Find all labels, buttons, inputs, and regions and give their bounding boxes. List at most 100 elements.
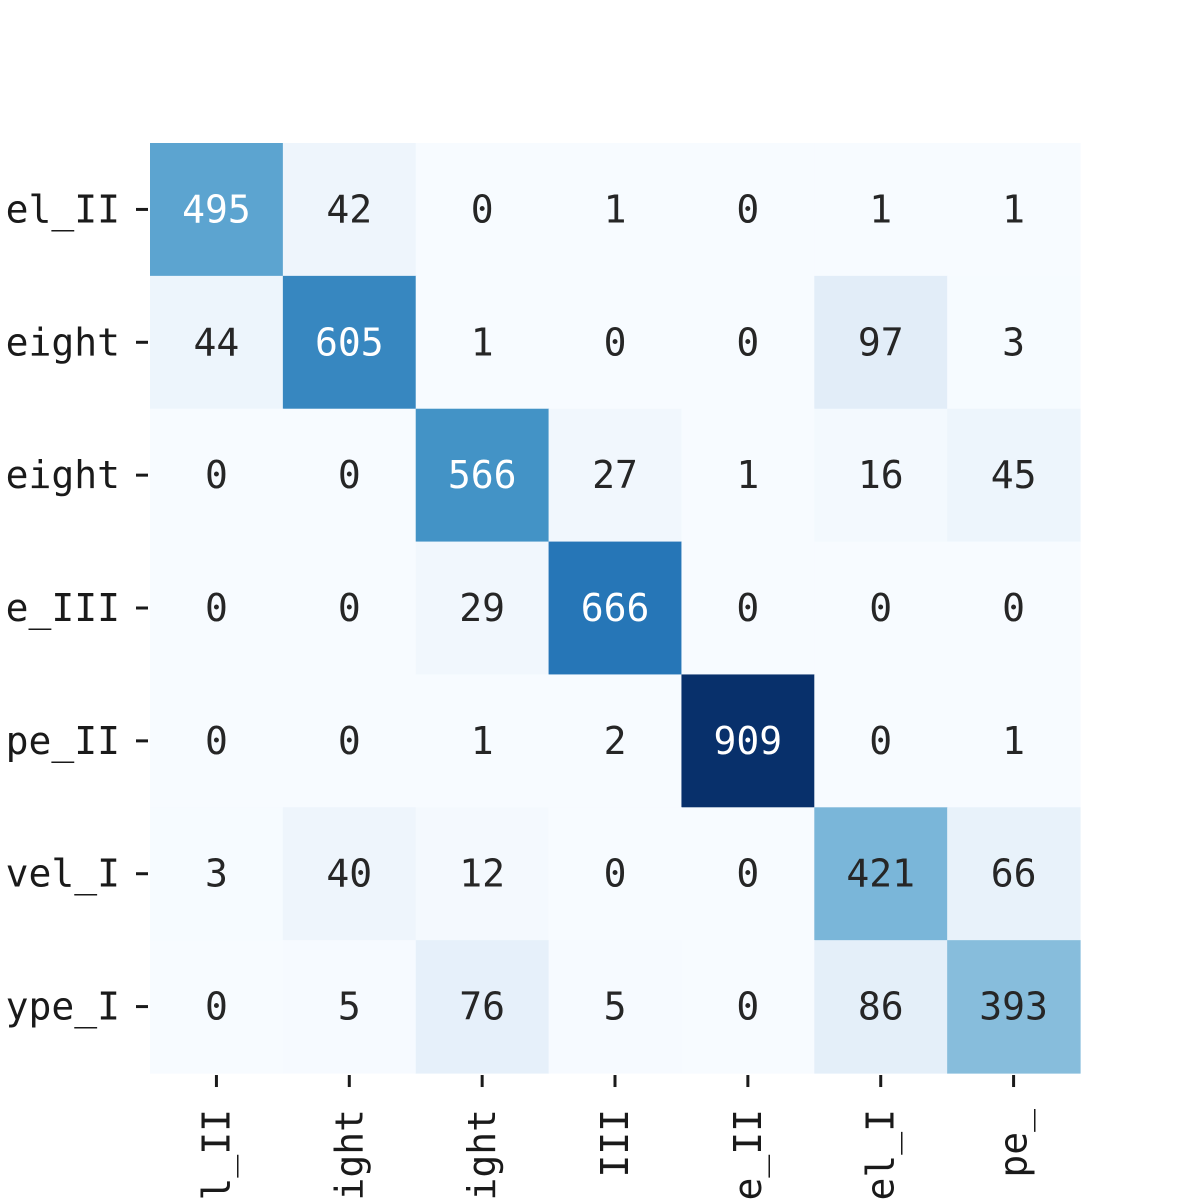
- col-label-4: e_II: [726, 1109, 771, 1200]
- cell-value-r4-c3: 2: [604, 719, 627, 763]
- cell-r1-c6: [947, 275, 1081, 410]
- cell-value-r5-c2: 12: [459, 852, 505, 896]
- cell-value-r5-c6: 66: [991, 852, 1037, 896]
- cell-r1-c4: [681, 275, 815, 410]
- row-label-0: el_II: [6, 187, 120, 232]
- cell-value-r2-c2: 566: [448, 453, 517, 497]
- cell-value-r1-c2: 1: [471, 320, 494, 364]
- cell-value-r6-c2: 76: [459, 985, 505, 1029]
- row-label-1: eight: [6, 320, 120, 364]
- cell-value-r2-c3: 27: [592, 453, 638, 497]
- cell-r5-c3: [548, 807, 683, 941]
- cell-value-r1-c1: 605: [315, 320, 384, 364]
- col-label-6: pe_: [992, 1109, 1037, 1178]
- cell-r4-c2: [415, 674, 550, 808]
- column-axis: l_II ight ight III e_II el_I pe_: [194, 1075, 1037, 1200]
- cell-value-r2-c0: 0: [205, 453, 228, 497]
- cell-r1-c2: [415, 275, 550, 410]
- cell-value-r0-c5: 1: [869, 187, 892, 231]
- cell-value-r1-c5: 97: [858, 320, 904, 364]
- cell-r0-c5: [814, 143, 948, 277]
- cell-value-r0-c6: 1: [1002, 187, 1025, 231]
- cell-value-r0-c3: 1: [604, 187, 627, 231]
- cell-value-r6-c3: 5: [604, 985, 627, 1029]
- cell-r4-c1: [282, 674, 417, 808]
- cell-value-r5-c3: 0: [604, 852, 627, 896]
- cell-value-r6-c1: 5: [338, 985, 361, 1029]
- cell-r1-c1: [282, 275, 417, 410]
- cell-r4-c6: [947, 674, 1081, 808]
- cell-value-r2-c5: 16: [858, 453, 904, 497]
- cell-r5-c0: [150, 807, 284, 941]
- cell-value-r3-c6: 0: [1002, 586, 1025, 630]
- col-label-0: l_II: [194, 1109, 239, 1200]
- cell-r1-c0: [150, 275, 284, 410]
- cell-r2-c4: [681, 408, 815, 543]
- cell-r3-c3: [548, 541, 683, 676]
- row-label-4: pe_II: [6, 719, 120, 764]
- cell-value-r0-c1: 42: [326, 187, 372, 231]
- cell-value-r6-c4: 0: [736, 985, 759, 1029]
- cell-value-r5-c0: 3: [205, 852, 228, 896]
- cell-r0-c6: [947, 143, 1081, 277]
- cell-r0-c4: [681, 143, 815, 277]
- cell-value-r2-c4: 1: [736, 453, 759, 497]
- cell-r4-c5: [814, 674, 948, 808]
- cell-value-r3-c2: 29: [459, 586, 505, 630]
- cell-value-r2-c1: 0: [338, 453, 361, 497]
- cell-r5-c6: [947, 807, 1081, 941]
- cell-r6-c1: [282, 940, 417, 1074]
- cell-r5-c4: [681, 807, 815, 941]
- cell-value-r5-c1: 40: [326, 852, 372, 896]
- cell-value-r4-c6: 1: [1002, 719, 1025, 763]
- cell-value-r5-c5: 421: [846, 852, 915, 896]
- cell-value-r4-c0: 0: [205, 719, 228, 763]
- cell-r1-c5: [814, 275, 948, 410]
- cell-value-r3-c1: 0: [338, 586, 361, 630]
- cell-r2-c0: [150, 408, 284, 543]
- row-label-5: vel_I: [6, 852, 120, 897]
- cell-r2-c5: [814, 408, 948, 543]
- cell-value-r3-c5: 0: [869, 586, 892, 630]
- cell-r0-c3: [548, 143, 683, 277]
- cell-value-r5-c4: 0: [736, 852, 759, 896]
- row-label-6: ype_I: [6, 985, 120, 1030]
- cell-r3-c2: [415, 541, 550, 676]
- col-label-5: el_I: [859, 1109, 904, 1200]
- cell-value-r1-c4: 0: [736, 320, 759, 364]
- cell-r3-c1: [282, 541, 417, 676]
- cell-value-r3-c0: 0: [205, 586, 228, 630]
- cell-r2-c6: [947, 408, 1081, 543]
- cell-value-r3-c3: 666: [581, 586, 650, 630]
- cell-value-r6-c0: 0: [205, 985, 228, 1029]
- cell-r2-c2: [415, 408, 550, 543]
- col-label-2: ight: [460, 1109, 504, 1200]
- cell-r6-c6: [947, 940, 1081, 1074]
- cell-value-r0-c4: 0: [736, 187, 759, 231]
- cell-r2-c1: [282, 408, 417, 543]
- cell-r5-c5: [814, 807, 948, 941]
- cell-r6-c3: [548, 940, 683, 1074]
- cell-value-r1-c3: 0: [604, 320, 627, 364]
- cell-r6-c0: [150, 940, 284, 1074]
- cell-r0-c1: [282, 143, 417, 277]
- cell-r5-c2: [415, 807, 550, 941]
- cell-value-r4-c1: 0: [338, 719, 361, 763]
- cell-value-r2-c6: 45: [991, 453, 1037, 497]
- cell-r0-c2: [415, 143, 550, 277]
- cell-r0-c0: [150, 143, 284, 277]
- cell-value-r6-c6: 393: [979, 985, 1048, 1029]
- cell-r2-c3: [548, 408, 683, 543]
- cell-value-r0-c0: 495: [182, 187, 251, 231]
- heatmap-cells: 495 42 0 1 0 1 144 605 1 0 0 97 30 0 566 27 1 16 450 0 29 666…: [150, 143, 1081, 1074]
- cell-r6-c4: [681, 940, 815, 1074]
- cell-r3-c0: [150, 541, 284, 676]
- cell-value-r1-c6: 3: [1002, 320, 1025, 364]
- cell-r3-c6: [947, 541, 1081, 676]
- row-label-2: eight: [6, 453, 120, 497]
- cell-r6-c5: [814, 940, 948, 1074]
- cell-r1-c3: [548, 275, 683, 410]
- row-label-3: e_III: [6, 586, 120, 631]
